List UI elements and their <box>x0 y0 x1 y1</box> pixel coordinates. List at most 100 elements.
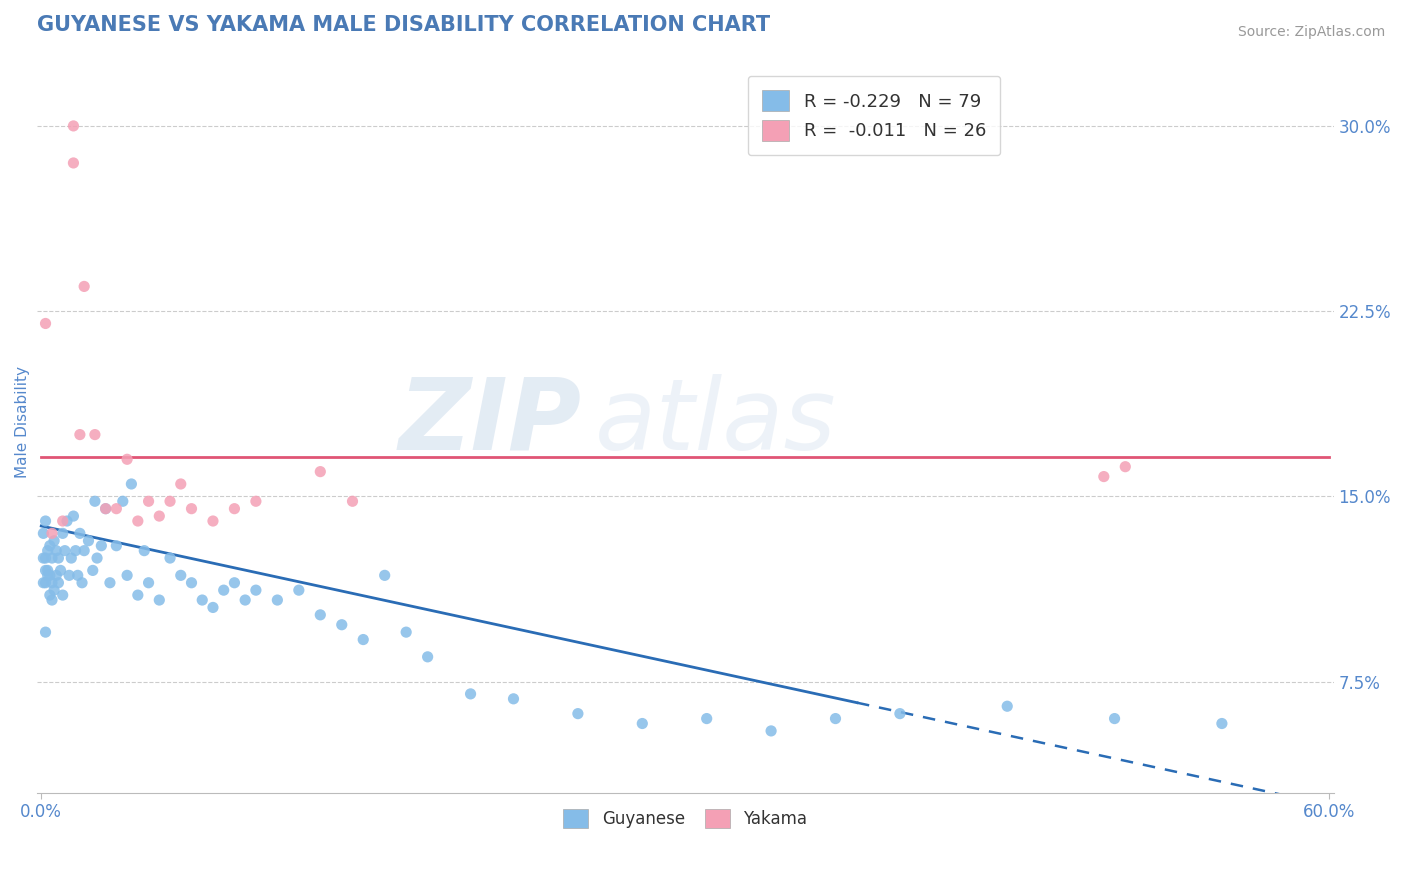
Point <box>1092 469 1115 483</box>
Point <box>696 712 718 726</box>
Point <box>94 501 117 516</box>
Point <box>41 551 63 566</box>
Point <box>567 706 589 721</box>
Point <box>48 551 70 566</box>
Point <box>73 543 96 558</box>
Point <box>138 575 160 590</box>
Point <box>42 533 65 548</box>
Point <box>148 509 170 524</box>
Point <box>41 526 63 541</box>
Point <box>105 501 128 516</box>
Point <box>41 575 63 590</box>
Point <box>52 588 75 602</box>
Point <box>52 526 75 541</box>
Point <box>342 494 364 508</box>
Point <box>224 575 246 590</box>
Point <box>38 539 60 553</box>
Point <box>1114 459 1136 474</box>
Legend: Guyanese, Yakama: Guyanese, Yakama <box>555 800 815 836</box>
Point <box>90 539 112 553</box>
Point <box>34 551 56 566</box>
Point <box>38 568 60 582</box>
Point <box>34 625 56 640</box>
Point <box>170 568 193 582</box>
Point <box>34 514 56 528</box>
Point <box>502 691 524 706</box>
Point <box>83 494 105 508</box>
Point <box>824 712 846 726</box>
Text: Source: ZipAtlas.com: Source: ZipAtlas.com <box>1237 25 1385 39</box>
Point <box>62 156 84 170</box>
Point <box>352 632 374 647</box>
Point <box>134 543 156 558</box>
Point <box>201 514 224 528</box>
Point <box>1104 712 1126 726</box>
Point <box>460 687 482 701</box>
Point <box>201 600 224 615</box>
Point <box>58 568 80 582</box>
Point <box>245 494 267 508</box>
Point <box>32 551 55 566</box>
Point <box>159 551 181 566</box>
Point <box>180 575 202 590</box>
Point <box>212 583 235 598</box>
Point <box>309 607 332 622</box>
Point <box>266 593 288 607</box>
Point <box>288 583 311 598</box>
Point <box>94 501 117 516</box>
Point <box>56 514 79 528</box>
Point <box>37 563 59 577</box>
Point <box>170 477 193 491</box>
Point <box>395 625 418 640</box>
Point <box>138 494 160 508</box>
Point <box>49 563 72 577</box>
Point <box>889 706 911 721</box>
Point <box>159 494 181 508</box>
Point <box>120 477 142 491</box>
Point <box>83 427 105 442</box>
Point <box>309 465 332 479</box>
Point <box>105 539 128 553</box>
Point <box>115 568 138 582</box>
Point <box>53 543 76 558</box>
Point <box>330 617 353 632</box>
Point <box>41 593 63 607</box>
Point <box>34 563 56 577</box>
Point <box>82 563 104 577</box>
Point <box>48 575 70 590</box>
Point <box>127 514 149 528</box>
Point <box>69 427 91 442</box>
Point <box>148 593 170 607</box>
Point <box>32 526 55 541</box>
Point <box>65 543 87 558</box>
Point <box>191 593 214 607</box>
Point <box>34 317 56 331</box>
Point <box>37 543 59 558</box>
Point <box>416 649 439 664</box>
Point <box>45 568 67 582</box>
Point <box>233 593 256 607</box>
Point <box>37 568 59 582</box>
Point <box>115 452 138 467</box>
Point <box>127 588 149 602</box>
Point <box>1211 716 1233 731</box>
Point <box>77 533 100 548</box>
Point <box>224 501 246 516</box>
Point <box>98 575 121 590</box>
Point <box>32 575 55 590</box>
Point <box>86 551 108 566</box>
Point <box>111 494 134 508</box>
Point <box>52 514 75 528</box>
Point <box>69 526 91 541</box>
Point <box>42 583 65 598</box>
Point <box>759 723 782 738</box>
Point <box>70 575 93 590</box>
Point <box>45 543 67 558</box>
Point <box>66 568 89 582</box>
Point <box>73 279 96 293</box>
Text: atlas: atlas <box>595 374 837 471</box>
Point <box>631 716 654 731</box>
Point <box>62 119 84 133</box>
Point <box>245 583 267 598</box>
Point <box>374 568 396 582</box>
